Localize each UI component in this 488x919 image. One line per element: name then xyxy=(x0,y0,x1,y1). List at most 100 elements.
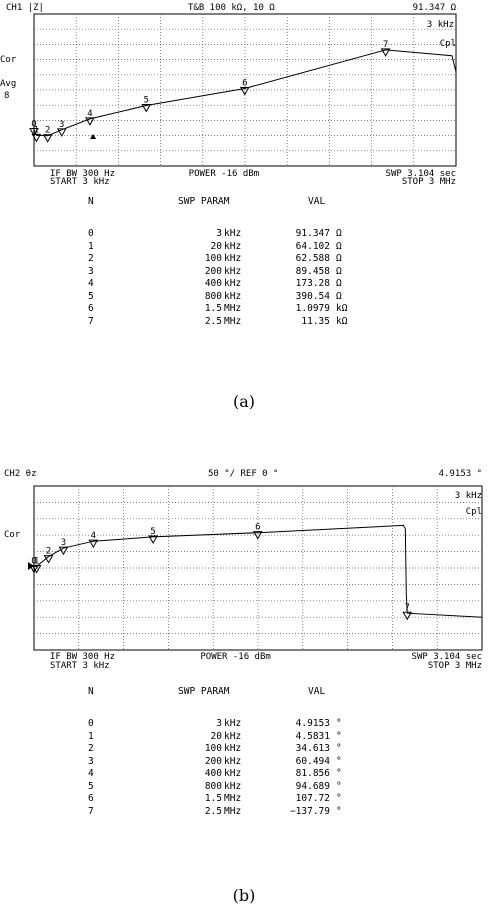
ifbw-label: IF BW 300 Hz xyxy=(50,169,115,179)
row-val-value: 390.54 xyxy=(295,290,330,302)
row-index: 4 xyxy=(88,768,94,779)
row-freq-unit: kHz xyxy=(224,755,242,767)
marker-triangle xyxy=(88,539,99,549)
row-index: 6 xyxy=(88,793,94,804)
row-freq-unit: MHz xyxy=(224,793,242,804)
corner-label: Cpl xyxy=(440,39,456,49)
row-freq-value: 800 xyxy=(204,780,222,792)
row-freq-value: 20 xyxy=(210,240,222,252)
sweep-label: SWP 3.104 sec xyxy=(412,652,482,662)
row-val-value: 62.588 xyxy=(295,253,330,264)
row-val-value: 64.102 xyxy=(295,240,330,252)
row-val-unit: ° xyxy=(336,730,342,742)
sweep-label: SWP 3.104 sec xyxy=(386,169,456,179)
stop-label: STOP 3 MHz xyxy=(428,661,482,671)
marker-label: 3 xyxy=(59,120,64,130)
row-index: 6 xyxy=(88,303,94,314)
row-freq-unit: kHz xyxy=(224,743,242,754)
row-val-unit: ° xyxy=(336,780,342,792)
power-label: POWER -16 dBm xyxy=(200,652,270,662)
row-freq-value: 100 xyxy=(204,253,222,264)
row-val-unit: Ω xyxy=(336,265,342,277)
scale-label: T&B 100 kΩ, 10 Ω xyxy=(188,3,275,13)
row-val-unit: ° xyxy=(336,755,342,767)
row-index: 1 xyxy=(88,240,94,252)
row-val-value: 107.72 xyxy=(295,793,330,804)
row-freq-unit: kHz xyxy=(224,253,242,264)
row-val-value: 34.613 xyxy=(295,743,330,754)
ifbw-label: IF BW 300 Hz xyxy=(50,652,115,662)
start-label: START 3 kHz xyxy=(50,661,110,671)
row-val-unit: Ω xyxy=(336,290,342,302)
channel-label: CH1 |Z| xyxy=(6,3,44,13)
chart-b: CH2 θz 50 °/ REF 0 ° 4.9153 ° Cor 3 kHz Cpl 01… xyxy=(4,469,483,671)
row-val-unit: ° xyxy=(336,743,342,754)
row-freq-value: 800 xyxy=(204,290,222,302)
row-val-value: 1.0979 xyxy=(295,303,330,314)
row-freq-value: 400 xyxy=(204,768,222,779)
header-val: VAL xyxy=(308,686,326,697)
reference-arrow-icon xyxy=(28,562,34,570)
row-freq-unit: MHz xyxy=(224,315,242,327)
caption-a: (a) xyxy=(232,392,256,411)
marker-readout: 4.9153 ° xyxy=(439,469,482,479)
row-freq-unit: kHz xyxy=(224,278,242,289)
marker-label: 1 xyxy=(34,125,39,135)
row-freq-unit: kHz xyxy=(224,730,242,742)
marker-table-b: N SWP PARAM VAL 0 3 kHz 4.9153 ° 1 20 kHz 4.5831 ° 2 1… xyxy=(0,686,488,866)
row-freq-value: 200 xyxy=(204,755,222,767)
header-val: VAL xyxy=(308,196,326,207)
marker-label: 6 xyxy=(242,78,247,88)
row-val-unit: ° xyxy=(336,768,342,779)
row-index: 5 xyxy=(88,290,94,302)
panel-a: CH1 |Z| T&B 100 kΩ, 10 Ω 91.347 Ω Cor Avg 8 3 … xyxy=(0,0,488,440)
marker-triangle xyxy=(148,535,158,544)
marker-triangle xyxy=(31,133,42,143)
scale-label: 50 °/ REF 0 ° xyxy=(208,469,278,479)
header-param: SWP PARAM xyxy=(178,686,230,697)
row-val-unit: kΩ xyxy=(336,303,348,314)
marker-label: 5 xyxy=(150,527,155,537)
power-label: POWER -16 dBm xyxy=(189,169,259,179)
side-label: Avg xyxy=(0,79,16,89)
row-val-value: 4.9153 xyxy=(295,718,330,729)
marker-label: 5 xyxy=(144,96,149,106)
marker-label: 2 xyxy=(45,126,50,136)
corner-label: 3 kHz xyxy=(455,491,482,501)
row-index: 0 xyxy=(88,228,94,239)
row-index: 3 xyxy=(88,755,94,767)
row-val-value: 4.5831 xyxy=(295,730,330,742)
marker-triangle xyxy=(380,48,391,57)
marker-triangle xyxy=(141,104,152,113)
marker-triangle xyxy=(402,611,413,621)
marker-triangle xyxy=(42,134,53,143)
channel-label: CH2 θz xyxy=(4,469,37,479)
row-freq-unit: kHz xyxy=(224,228,242,239)
header-n: N xyxy=(88,196,94,207)
row-index: 1 xyxy=(88,730,94,742)
row-val-value: 11.35 xyxy=(301,315,330,327)
marker-table-a: N SWP PARAM VAL 0 3 kHz 91.347 Ω 1 20 kHz 64.102 Ω 2 1… xyxy=(0,196,488,376)
marker-label: 0 xyxy=(31,119,36,129)
row-freq-value: 400 xyxy=(204,278,222,289)
row-index: 4 xyxy=(88,278,94,289)
row-freq-unit: MHz xyxy=(224,805,242,817)
marker-triangle xyxy=(252,531,263,540)
marker-triangle xyxy=(58,546,69,556)
row-freq-value: 2.5 xyxy=(204,805,222,817)
row-index: 7 xyxy=(88,805,94,817)
marker-label: 1 xyxy=(34,556,39,566)
row-val-unit: Ω xyxy=(336,253,342,264)
marker-label: 6 xyxy=(255,523,260,533)
marker-label: 0 xyxy=(31,556,36,566)
row-freq-value: 200 xyxy=(204,265,222,277)
row-val-unit: Ω xyxy=(336,240,342,252)
caption-b: (b) xyxy=(232,886,256,905)
marker-triangle xyxy=(239,86,250,96)
marker-triangle xyxy=(43,555,54,564)
row-freq-value: 2.5 xyxy=(204,315,222,327)
corner-label: 3 kHz xyxy=(427,20,454,30)
start-arrow-icon xyxy=(90,134,97,139)
row-index: 7 xyxy=(88,315,94,327)
row-index: 2 xyxy=(88,253,94,264)
